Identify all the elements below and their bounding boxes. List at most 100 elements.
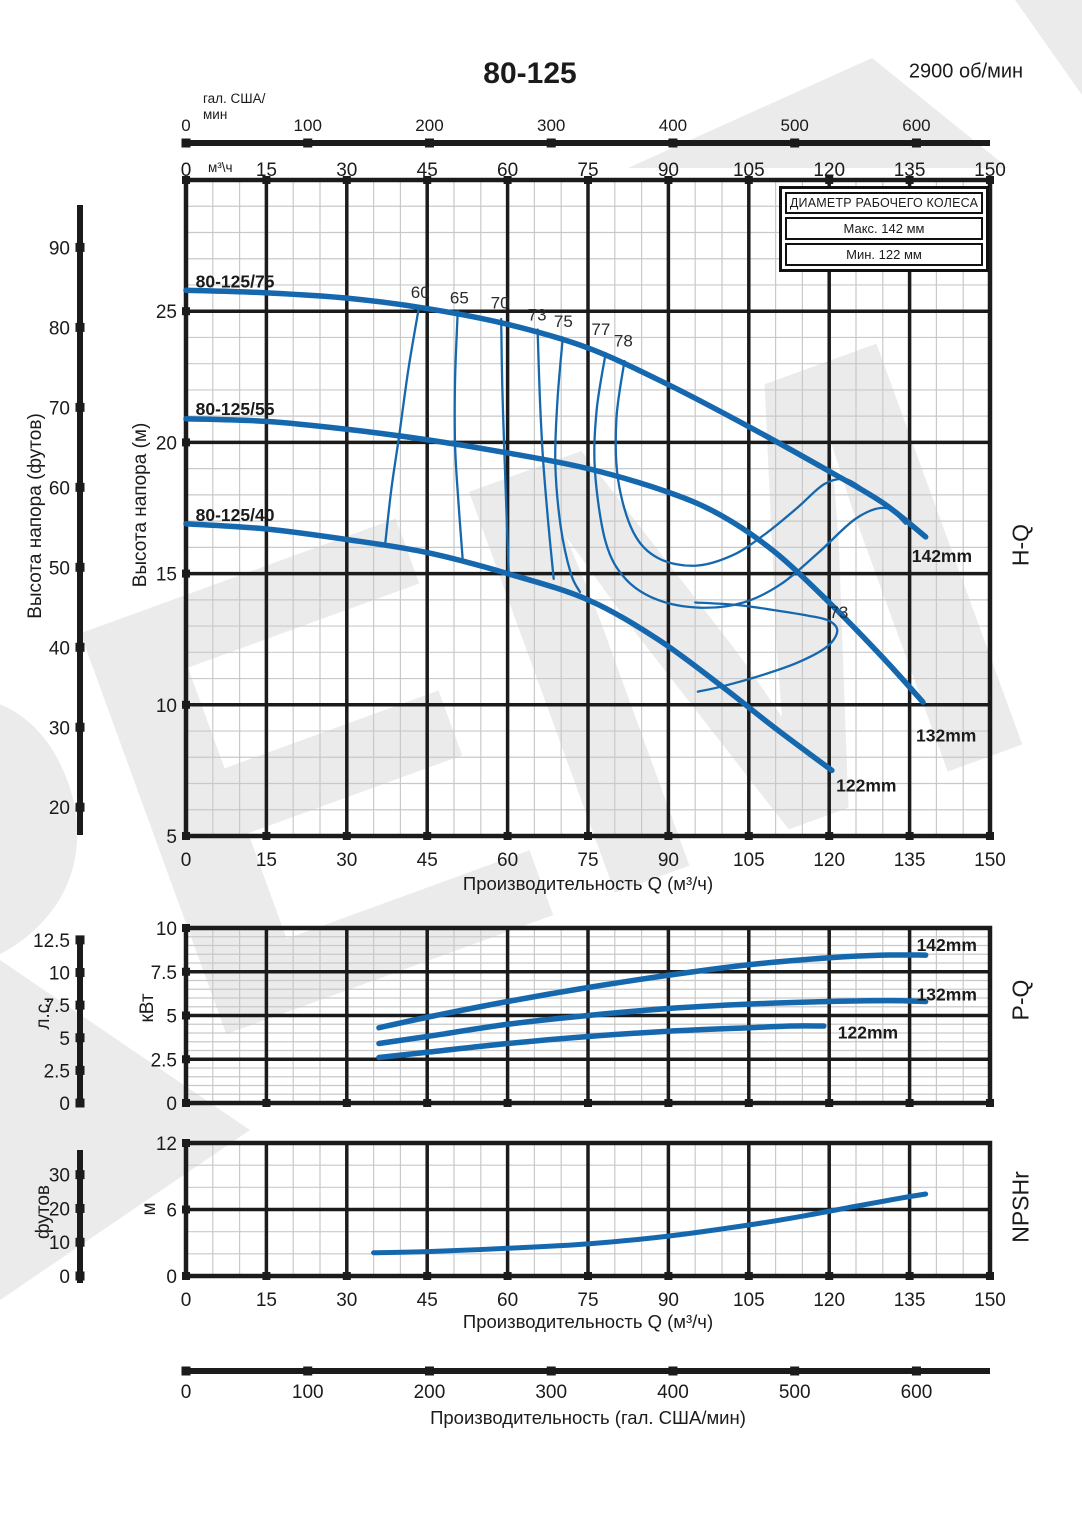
hq-curves xyxy=(183,287,929,774)
svg-text:120: 120 xyxy=(813,850,845,871)
svg-text:6: 6 xyxy=(166,1201,177,1222)
svg-text:7.5: 7.5 xyxy=(44,996,70,1017)
svg-text:400: 400 xyxy=(657,1382,689,1403)
svg-text:105: 105 xyxy=(733,850,765,871)
svg-text:600: 600 xyxy=(902,116,930,135)
svg-text:60: 60 xyxy=(497,160,518,181)
svg-text:60: 60 xyxy=(497,1290,518,1311)
svg-text:132mm: 132mm xyxy=(916,726,976,746)
legend-title: ДИАМЕТР РАБОЧЕГО КОЛЕСА xyxy=(785,192,983,214)
svg-text:105: 105 xyxy=(733,1290,765,1311)
svg-text:105: 105 xyxy=(733,160,765,181)
svg-text:10: 10 xyxy=(49,1233,70,1254)
svg-text:30: 30 xyxy=(336,1290,357,1311)
svg-text:0: 0 xyxy=(181,116,190,135)
svg-text:135: 135 xyxy=(894,850,926,871)
svg-text:90: 90 xyxy=(658,850,679,871)
impeller-diameter-legend: ДИАМЕТР РАБОЧЕГО КОЛЕСА Макс. 142 мм Мин… xyxy=(779,186,989,272)
svg-text:0: 0 xyxy=(166,1267,177,1288)
svg-text:10: 10 xyxy=(49,964,70,985)
npshr-grid xyxy=(182,1139,994,1280)
svg-text:45: 45 xyxy=(417,850,438,871)
svg-text:15: 15 xyxy=(256,160,277,181)
pq-curves xyxy=(376,952,929,1061)
svg-text:77: 77 xyxy=(591,320,610,339)
svg-text:100: 100 xyxy=(294,116,322,135)
svg-text:60: 60 xyxy=(497,850,518,871)
svg-text:20: 20 xyxy=(156,433,177,454)
legend-max-diameter: Макс. 142 мм xyxy=(785,217,983,240)
svg-text:80: 80 xyxy=(49,318,70,339)
svg-text:50: 50 xyxy=(49,558,70,579)
svg-text:65: 65 xyxy=(450,288,469,307)
svg-text:0: 0 xyxy=(59,1094,70,1115)
svg-text:300: 300 xyxy=(537,116,565,135)
svg-text:150: 150 xyxy=(974,850,1006,871)
legend-min-diameter: Мин. 122 мм xyxy=(785,243,983,266)
top-m3h-axis-unit: м³\ч xyxy=(208,160,233,175)
svg-text:45: 45 xyxy=(417,160,438,181)
svg-text:30: 30 xyxy=(336,160,357,181)
svg-text:70: 70 xyxy=(49,398,70,419)
svg-text:142mm: 142mm xyxy=(917,935,977,955)
hq-curve-122mm xyxy=(183,520,835,774)
hq-labels: 80-125/75 80-125/55 80-125/40 142mm 132mm 122… xyxy=(196,272,977,796)
hq-curve-132mm xyxy=(183,416,926,705)
svg-text:600: 600 xyxy=(901,1382,933,1403)
svg-text:15: 15 xyxy=(256,1290,277,1311)
svg-text:100: 100 xyxy=(292,1382,324,1403)
top-gal-axis-unit: гал. США/ мин xyxy=(203,91,266,123)
svg-text:0: 0 xyxy=(181,850,192,871)
npsh-ft-axis-title: футов xyxy=(33,1184,54,1240)
svg-text:200: 200 xyxy=(415,116,443,135)
svg-text:45: 45 xyxy=(417,1290,438,1311)
svg-text:400: 400 xyxy=(659,116,687,135)
svg-text:5: 5 xyxy=(59,1029,70,1050)
svg-text:500: 500 xyxy=(779,1382,811,1403)
svg-text:60: 60 xyxy=(49,478,70,499)
pq-section-label: P-Q xyxy=(1007,979,1034,1021)
svg-text:30: 30 xyxy=(336,850,357,871)
svg-text:135: 135 xyxy=(894,160,926,181)
svg-text:2.5: 2.5 xyxy=(151,1050,177,1071)
svg-text:150: 150 xyxy=(974,160,1006,181)
svg-text:73: 73 xyxy=(829,603,848,622)
svg-text:10: 10 xyxy=(156,696,177,717)
svg-text:25: 25 xyxy=(156,302,177,323)
svg-text:75: 75 xyxy=(577,160,598,181)
svg-text:20: 20 xyxy=(49,1199,70,1220)
npsh-m-axis-title: м xyxy=(139,1202,160,1216)
svg-text:0: 0 xyxy=(181,160,192,181)
rpm-label: 2900 об/мин xyxy=(908,60,1024,83)
npshr-section-label: NPSHr xyxy=(1007,1171,1034,1243)
svg-text:122mm: 122mm xyxy=(838,1022,898,1042)
svg-text:75: 75 xyxy=(577,850,598,871)
svg-text:15: 15 xyxy=(256,850,277,871)
svg-text:132mm: 132mm xyxy=(917,985,977,1005)
svg-text:0: 0 xyxy=(166,1094,177,1115)
svg-text:20: 20 xyxy=(49,798,70,819)
npshr-curve xyxy=(371,1191,929,1256)
pq-curve-132mm xyxy=(376,997,929,1047)
efficiency-contour-73-7 xyxy=(694,601,839,693)
pq-curve-122mm xyxy=(376,1023,827,1061)
hq-curve-142mm xyxy=(183,287,929,540)
head-m-axis-title: Высота напора (м) xyxy=(130,422,151,588)
svg-text:10: 10 xyxy=(156,919,177,940)
svg-text:200: 200 xyxy=(414,1382,446,1403)
svg-text:75: 75 xyxy=(577,1290,598,1311)
svg-text:30: 30 xyxy=(49,718,70,739)
svg-text:150: 150 xyxy=(974,1290,1006,1311)
svg-text:40: 40 xyxy=(49,638,70,659)
pq-curve-142mm xyxy=(376,952,929,1031)
svg-text:90: 90 xyxy=(49,238,70,259)
svg-text:500: 500 xyxy=(781,116,809,135)
svg-text:70: 70 xyxy=(491,294,510,313)
svg-text:80-125/40: 80-125/40 xyxy=(196,505,275,525)
svg-text:75: 75 xyxy=(554,312,573,331)
main-x-axis-title: Производительность Q (м³/ч) xyxy=(462,873,714,894)
svg-text:135: 135 xyxy=(894,1290,926,1311)
svg-text:142mm: 142mm xyxy=(912,546,972,566)
